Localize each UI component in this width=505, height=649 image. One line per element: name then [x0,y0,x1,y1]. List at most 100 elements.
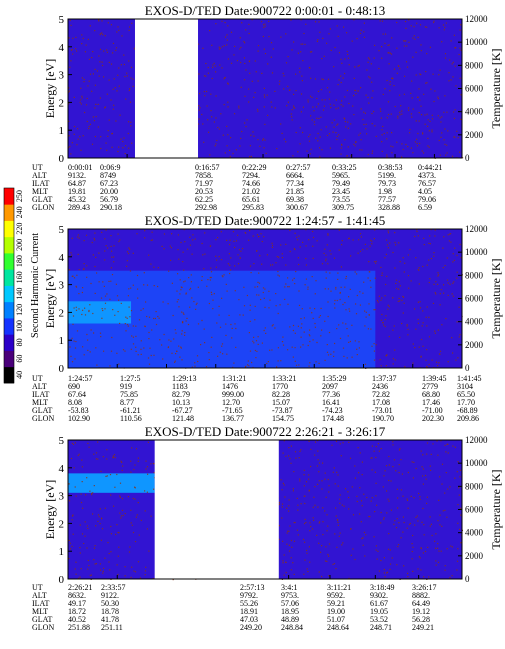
y-tick-label: 3 [59,491,65,503]
colorbar-segment [4,253,14,270]
table-cell: 1:35:29 [322,374,346,383]
table-cell: 190.70 [372,414,394,423]
table-cell: 68.80 [422,390,440,399]
table-cell: 59.21 [327,599,345,608]
table-cell: 0:38:53 [378,163,402,172]
table-cell: 3:11:21 [327,583,351,592]
table-cell: 300.67 [286,203,308,212]
colorbar-tick-label: 160 [15,271,24,283]
colorbar-frame [3,187,15,384]
colorbar-tick-label: 240 [15,206,24,218]
colorbar-tick-label: 100 [15,320,24,332]
row-label-ut: UT [32,163,43,172]
table-cell: 82.79 [172,390,190,399]
table-cell: 209.86 [457,414,479,423]
y-right-tick-label: 10000 [465,458,488,468]
colorbar-segment [4,301,14,319]
heatmap-band-1 [68,473,155,493]
chart-panel-3: EXOS-D/TED Date:900722 2:26:21 - 3:26:17… [32,424,503,632]
y-right-tick-label: 4000 [465,107,484,117]
table-cell: -74.23 [322,406,343,415]
table-cell: 290.18 [100,203,122,212]
colorbar-segment [4,318,14,335]
y-right-tick-label: 2000 [465,130,484,140]
table-cell: 19.81 [68,187,86,196]
table-cell: 79.06 [418,195,436,204]
table-cell: 6664. [286,171,304,180]
table-cell: 57.06 [281,599,299,608]
table-cell: 71.97 [195,179,213,188]
table-cell: 5965. [332,171,350,180]
y-right-axis-label: Temperature [K] [489,258,503,338]
y-tick-label: 2 [59,518,65,530]
table-cell: 56.79 [100,195,118,204]
y-tick-label: 1 [59,546,65,558]
y-tick-label: 5 [59,14,65,26]
colorbar-segment [4,350,14,368]
table-cell: -71.65 [222,406,243,415]
table-cell: 1:41:45 [457,374,481,383]
table-cell: -73.87 [272,406,293,415]
y-tick-label: 5 [59,224,65,236]
table-cell: 1770 [272,382,288,391]
y-tick-label: 4 [59,252,65,264]
y-right-tick-label: 2000 [465,551,484,561]
colorbar-segment [4,285,14,303]
y-tick-label: 0 [59,153,65,165]
table-cell: 8882. [412,591,430,600]
table-cell: 17.46 [422,398,440,407]
table-cell: 21.02 [242,187,260,196]
table-cell: 3104 [457,382,473,391]
table-cell: -61.21 [120,406,141,415]
colorbar-tick-label: 220 [15,223,24,235]
table-cell: 21.85 [286,187,304,196]
table-cell: 45.32 [68,195,86,204]
table-cell: 50.30 [101,599,119,608]
row-label-alt: ALT [32,591,47,600]
y-right-tick-label: 6000 [465,505,484,515]
row-label-alt: ALT [32,171,47,180]
table-cell: 56.28 [412,615,430,624]
y-right-tick-label: 0 [465,363,470,373]
table-cell: -73.01 [372,406,393,415]
colorbar-segment [4,188,14,205]
y-right-tick-label: 12000 [465,14,488,24]
y-tick-label: 3 [59,280,65,292]
chart-panel-2: EXOS-D/TED Date:900722 1:24:57 - 1:41:45… [32,213,503,423]
table-cell: 77.57 [378,195,396,204]
table-cell: 1:33:21 [272,374,296,383]
table-cell: 2:33:57 [101,583,125,592]
table-cell: 3:26:17 [412,583,436,592]
table-cell: 40.52 [68,615,86,624]
table-cell: 202.30 [422,414,444,423]
table-cell: 0:22:29 [242,163,266,172]
table-cell: 1:24:57 [68,374,92,383]
table-cell: 67.64 [68,390,86,399]
table-cell: 72.82 [372,390,390,399]
table-cell: 2097 [322,382,338,391]
table-cell: 999.00 [222,390,244,399]
y-tick-label: 0 [59,363,65,375]
chart-panel-1: EXOS-D/TED Date:900722 0:00:01 - 0:48:13… [32,3,503,212]
table-cell: 19.05 [370,607,388,616]
table-cell: 64.49 [412,599,430,608]
heatmap-band-2 [68,301,132,324]
orbit-table: UTALTILATMLTGLATGLON1:24:5769067.648.08-… [32,374,481,423]
y-right-tick-label: 12000 [465,435,488,445]
table-cell: 69.38 [286,195,304,204]
y-axis-label: Energy [eV] [43,59,57,118]
table-cell: 249.20 [240,623,262,632]
y-right-tick-label: 8000 [465,481,484,491]
row-label-glon: GLON [32,203,54,212]
table-cell: 251.88 [68,623,90,632]
table-cell: 18.78 [101,607,119,616]
table-cell: 1476 [222,382,238,391]
table-cell: 136.77 [222,414,244,423]
table-cell: 64.87 [68,179,86,188]
y-tick-label: 4 [59,463,65,475]
table-cell: 17.70 [457,398,475,407]
y-right-tick-label: 10000 [465,247,488,257]
table-cell: 248.64 [327,623,349,632]
table-cell: 77.36 [322,390,340,399]
